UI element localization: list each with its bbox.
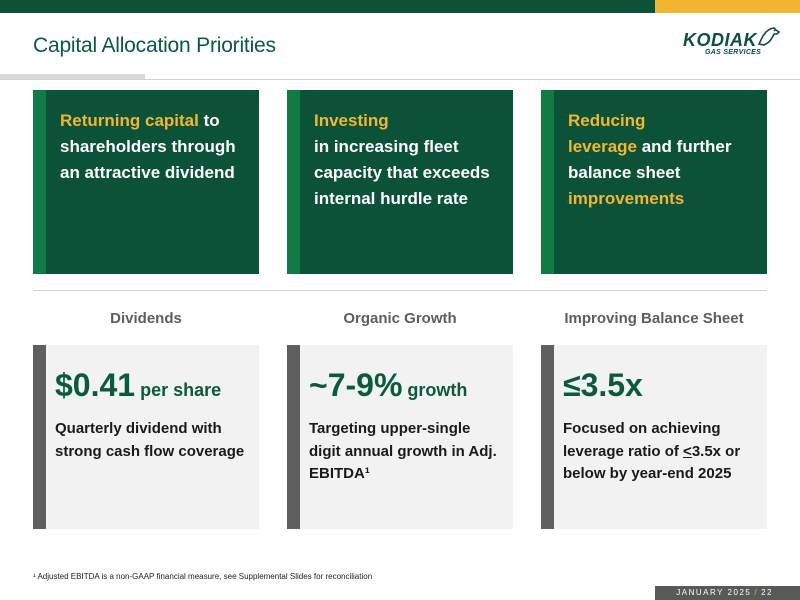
section-divider: [33, 290, 767, 291]
card-text: Returning capital to shareholders throug…: [60, 111, 236, 182]
metric-value: ~7-9% growth: [309, 367, 468, 403]
metric-box-balance-sheet: ≤3.5x Focused on achieving leverage rati…: [541, 345, 767, 529]
title-underline-rule: [0, 79, 800, 80]
column-heading-organic-growth: Organic Growth: [343, 310, 457, 327]
footer-separator: /: [754, 588, 759, 597]
column-heading-balance-sheet: Improving Balance Sheet: [564, 310, 744, 327]
footer-date: JANUARY 2025: [676, 588, 752, 597]
metric-value: ≤3.5x: [563, 367, 643, 403]
priority-card-returning-capital: Returning capital to shareholders throug…: [33, 90, 259, 274]
top-bar-green: [0, 0, 655, 13]
metric-description: Quarterly dividend with strong cash flow…: [55, 420, 245, 460]
card-text: Investing in increasing fleet capacity th…: [314, 111, 490, 208]
kodiak-logo: KODIAK GAS SERVICES: [683, 26, 783, 60]
column-heading-dividends: Dividends: [110, 310, 182, 327]
metric-box-dividends: $0.41 per share Quarterly dividend with …: [33, 345, 259, 529]
bear-icon: [757, 27, 781, 46]
logo-subtitle: GAS SERVICES: [705, 49, 762, 56]
priority-card-reducing-leverage: Reducing leverage and further balance she…: [541, 90, 767, 274]
page-title: Capital Allocation Priorities: [33, 34, 276, 57]
priority-card-investing: Investing in increasing fleet capacity th…: [287, 90, 513, 274]
logo-brand: KODIAK: [683, 30, 757, 50]
footnote: ¹ Adjusted EBITDA is a non-GAAP financia…: [33, 572, 373, 581]
metric-box-organic-growth: ~7-9% growth Targeting upper-single digi…: [287, 345, 513, 529]
metric-description: Focused on achieving leverage ratio of <…: [563, 420, 741, 482]
metric-description: Targeting upper-single digit annual grow…: [309, 420, 497, 482]
metric-value: $0.41 per share: [55, 367, 222, 403]
page-number: 22: [761, 588, 773, 597]
top-bar-gold: [655, 0, 800, 13]
card-text: Reducing leverage and further balance she…: [568, 111, 732, 208]
footer-bar: JANUARY 2025/22: [655, 586, 800, 600]
title-underline-grey: [0, 74, 145, 79]
